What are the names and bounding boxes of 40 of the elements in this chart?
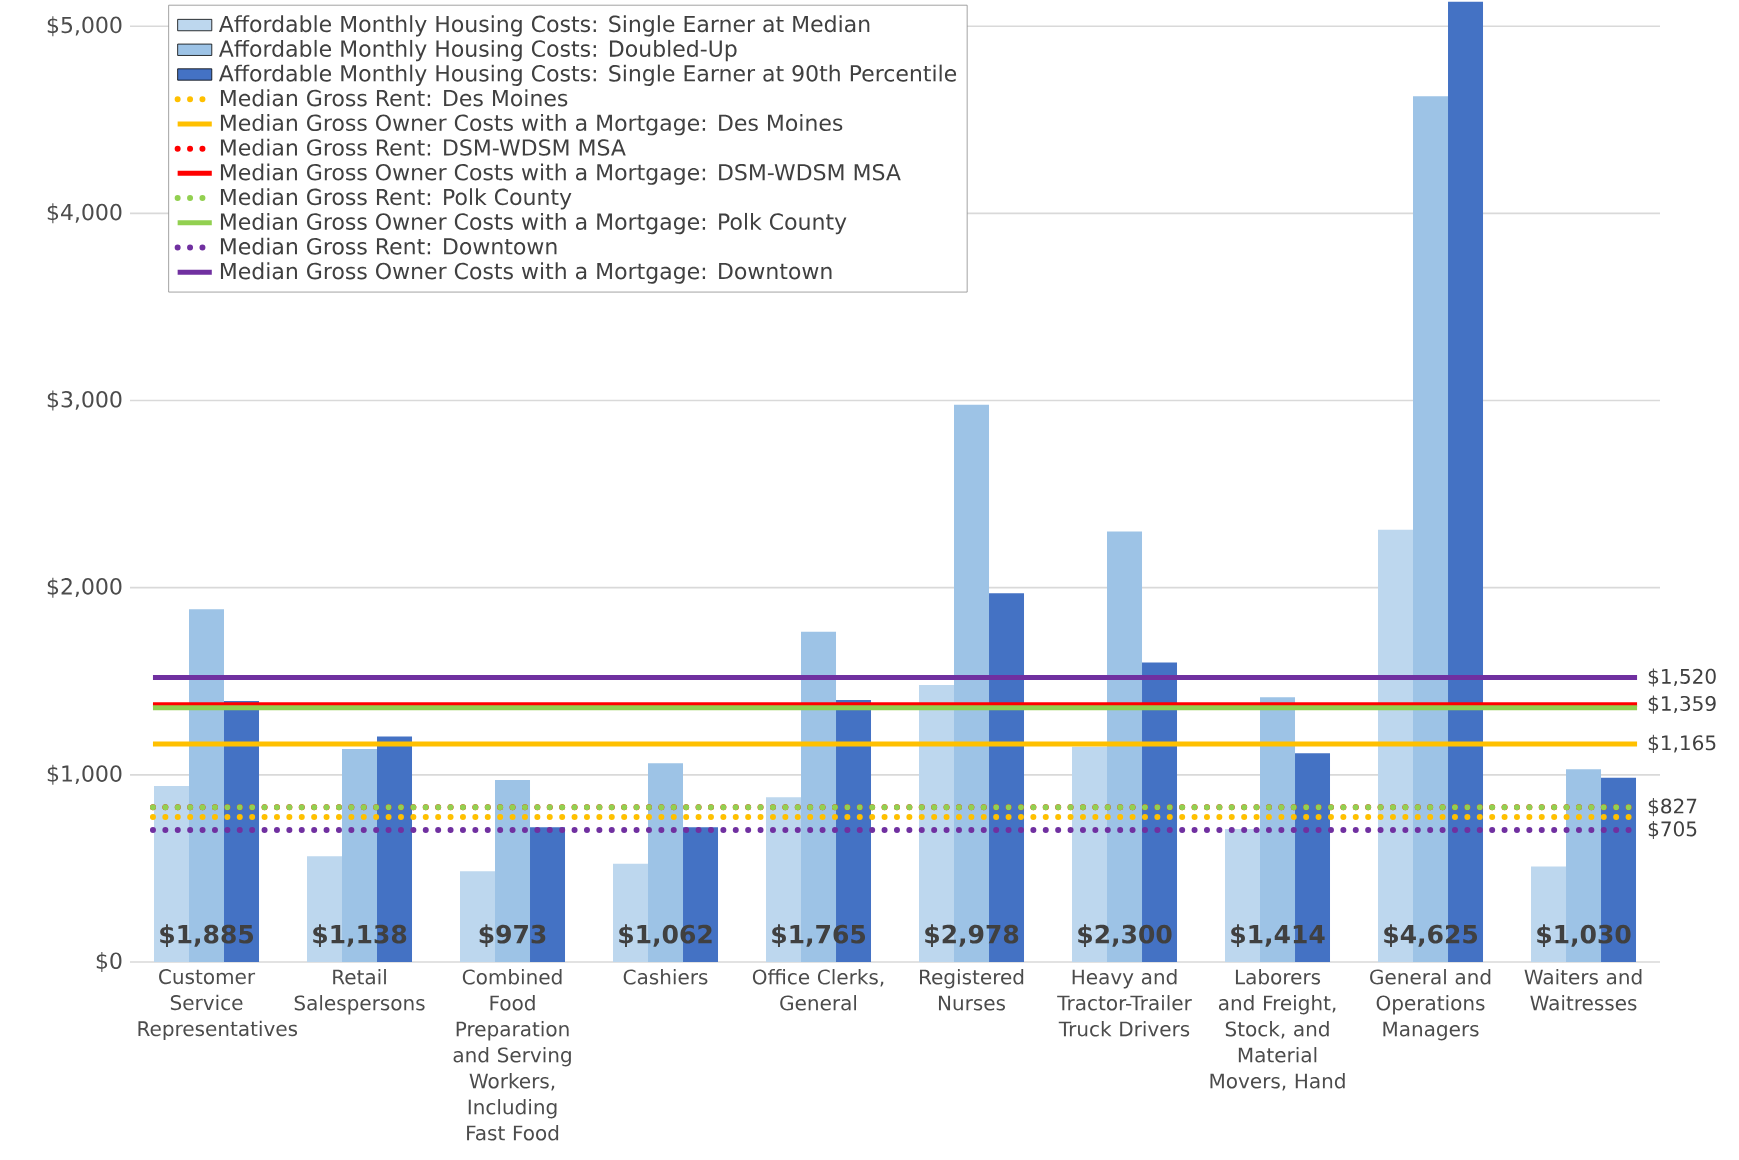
text: $1,165 bbox=[1648, 734, 1716, 754]
legend-label: Affordable Monthly Housing Costs: Single Earner at 90th Percentile bbox=[218, 64, 957, 86]
text: $1,359 bbox=[1648, 695, 1716, 714]
data-label: $2,978 bbox=[925, 924, 1019, 947]
data-label: $1,030 bbox=[1537, 924, 1631, 947]
legend-label: Median Gross Owner Costs with a Mortgage: DSM-WDSM MSA bbox=[220, 163, 901, 185]
legend-label: Median Gross Rent: Polk County bbox=[220, 188, 572, 210]
text: $1,520 bbox=[1648, 668, 1716, 687]
legend-label: Median Gross Rent: Downtown bbox=[220, 237, 557, 255]
y-tick-label: $2,000 bbox=[47, 577, 122, 598]
legend-label: Affordable Monthly Housing Costs: Doubled-Up bbox=[218, 39, 737, 62]
legend-label: Median Gross Owner Costs with a Mortgage: Polk County bbox=[220, 212, 847, 235]
text: $827 bbox=[1648, 798, 1697, 817]
x-tick-label: Registered Nurses bbox=[920, 969, 1024, 1011]
data-label: $973 bbox=[479, 924, 546, 947]
x-tick-label: General and Operations Managers bbox=[1370, 969, 1491, 1041]
x-tick-label: Cashiers bbox=[623, 969, 708, 985]
x-tick-label: Waiters and Waitresses bbox=[1524, 969, 1642, 1011]
x-tick-label: Office Clerks, General bbox=[752, 969, 884, 1011]
data-label: $4,625 bbox=[1384, 924, 1478, 947]
legend-label: Median Gross Owner Costs with a Mortgage: Des Moines bbox=[220, 114, 843, 136]
x-tick-label: Laborers and Freight, Stock, and Material Movers, Hand bbox=[1210, 969, 1345, 1091]
data-label: $1,414 bbox=[1231, 924, 1325, 947]
legend-label: Affordable Monthly Housing Costs: Single Earner at Median bbox=[218, 15, 870, 37]
data-label: $1,885 bbox=[160, 924, 254, 947]
y-tick-label: $5,000 bbox=[47, 16, 122, 37]
data-label: $2,300 bbox=[1078, 924, 1172, 947]
x-tick-label: Combined Food Preparation and Serving Workers, Including Fast Food bbox=[453, 969, 571, 1141]
y-tick-label: $3,000 bbox=[47, 390, 122, 411]
data-label: $1,765 bbox=[772, 924, 866, 947]
legend-label: Median Gross Rent: DSM-WDSM MSA bbox=[220, 138, 626, 156]
y-tick-label: $1,000 bbox=[47, 764, 122, 785]
data-label: $1,138 bbox=[313, 924, 407, 947]
legend-label: Median Gross Rent: Des Moines bbox=[220, 89, 568, 107]
y-tick-label: $0 bbox=[96, 952, 122, 972]
x-tick-label: Heavy and Tractor-Trailer Truck Drivers bbox=[1057, 969, 1192, 1037]
data-label: $1,062 bbox=[619, 924, 712, 947]
legend-label: Median Gross Owner Costs with a Mortgage: Downtown bbox=[220, 262, 832, 284]
text: $705 bbox=[1648, 820, 1697, 840]
y-tick-label: $4,000 bbox=[47, 203, 122, 224]
